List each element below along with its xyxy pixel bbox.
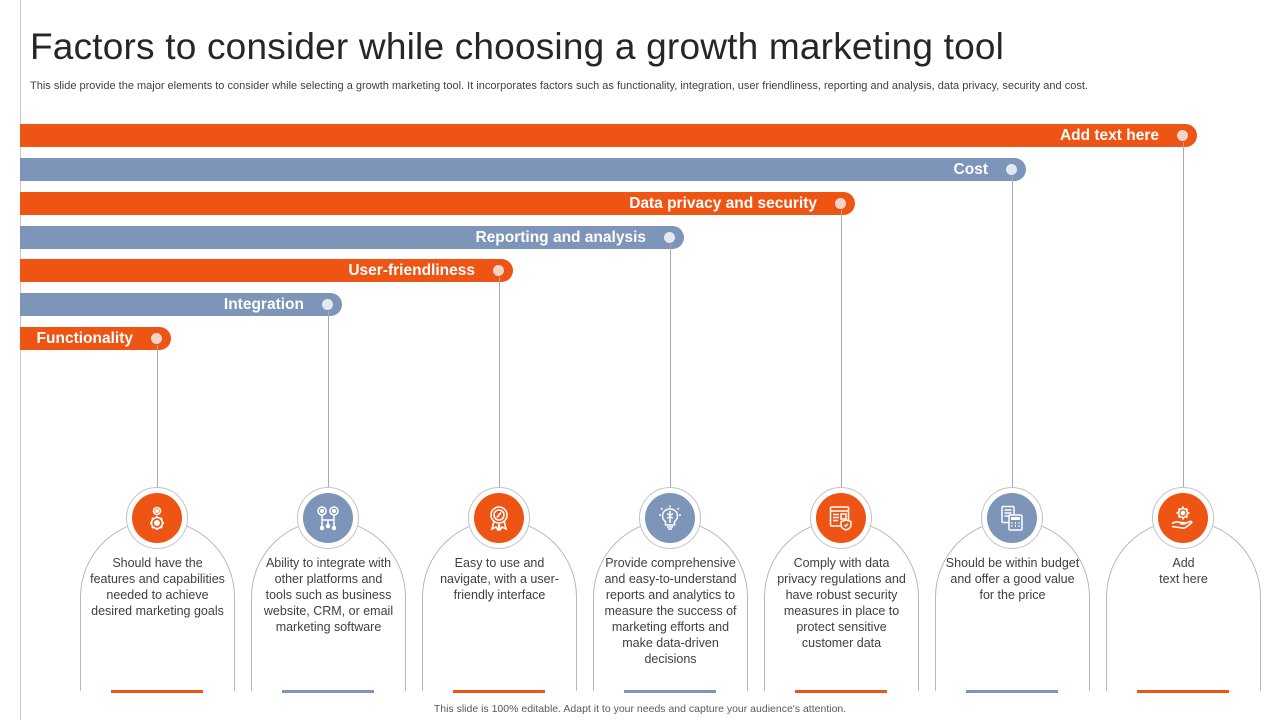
factor-bar-integration: Integration: [20, 293, 342, 316]
factor-bar-label: Add text here: [1059, 126, 1159, 144]
connector-line: [841, 210, 842, 487]
bar-end-dot: [322, 299, 333, 310]
factor-bar-label: Cost: [953, 160, 988, 178]
badge-icon: [490, 506, 508, 531]
card-accent-line: [795, 690, 887, 693]
bar-end-dot: [493, 265, 504, 276]
bar-end-dot: [664, 232, 675, 243]
icon-ring: [468, 487, 530, 549]
hand-gear-icon: [1171, 506, 1193, 529]
connector-line: [328, 311, 329, 487]
factor-description: Provide comprehensive and easy-to-unders…: [604, 556, 737, 666]
left-border-line: [20, 0, 21, 720]
connector-line: [1012, 176, 1013, 487]
factor-bar-user-friendliness: User-friendliness: [20, 259, 513, 282]
slide-description: This slide provide the major elements to…: [30, 80, 1088, 92]
icon-ring: [810, 487, 872, 549]
card-accent-line: [282, 690, 374, 693]
bar-end-dot: [835, 198, 846, 209]
factor-card-integration: Ability to integrate with other platform…: [251, 520, 406, 693]
factor-bar-label: Reporting and analysis: [475, 228, 646, 246]
card-accent-line: [624, 690, 716, 693]
bar-end-dot: [1006, 164, 1017, 175]
factor-card-reporting: Provide comprehensive and easy-to-unders…: [593, 520, 748, 693]
factor-description: Should have the features and capabilitie…: [90, 556, 225, 618]
footer-note: This slide is 100% editable. Adapt it to…: [433, 703, 847, 715]
secure-document-icon: [829, 506, 852, 531]
connector-line: [499, 277, 500, 487]
factor-bar-label: User-friendliness: [348, 261, 475, 279]
bar-end-dot: [151, 333, 162, 344]
factor-bar-add-text: Add text here: [20, 124, 1197, 147]
factor-description: Easy to use and navigate, with a user-fr…: [440, 556, 559, 602]
factor-bar-functionality: Functionality: [20, 327, 171, 350]
factor-bar-cost: Cost: [20, 158, 1026, 181]
connector-line: [670, 244, 671, 487]
factor-bar-reporting: Reporting and analysis: [20, 226, 684, 249]
card-accent-line: [453, 690, 545, 693]
icon-ring: [126, 487, 188, 549]
factor-bar-label: Data privacy and security: [629, 194, 817, 212]
factor-description: Should be within budget and offer a good…: [945, 556, 1080, 602]
icon-ring: [1152, 487, 1214, 549]
card-accent-line: [966, 690, 1058, 693]
factor-bar-label: Functionality: [36, 329, 133, 347]
factor-bar-data-privacy: Data privacy and security: [20, 192, 855, 215]
card-accent-line: [1137, 690, 1229, 693]
factor-bar-label: Integration: [223, 295, 304, 313]
factor-description: Comply with data privacy regulations and…: [777, 556, 906, 650]
factor-description: Add text here: [1159, 556, 1208, 586]
icon-ring: [639, 487, 701, 549]
card-accent-line: [111, 690, 203, 693]
factor-description: Ability to integrate with other platform…: [263, 556, 394, 634]
gears-icon: [150, 506, 164, 530]
calculator-document-icon: [1001, 505, 1023, 531]
factor-card-data-privacy: Comply with data privacy regulations and…: [764, 520, 919, 693]
network-gears-icon: [317, 506, 339, 531]
slide-title: Factors to consider while choosing a gro…: [30, 26, 1005, 67]
bar-end-dot: [1177, 130, 1188, 141]
icon-ring: [297, 487, 359, 549]
connector-line: [1183, 142, 1184, 487]
icon-ring: [981, 487, 1043, 549]
brain-bulb-icon: [659, 505, 681, 530]
connector-line: [157, 345, 158, 487]
